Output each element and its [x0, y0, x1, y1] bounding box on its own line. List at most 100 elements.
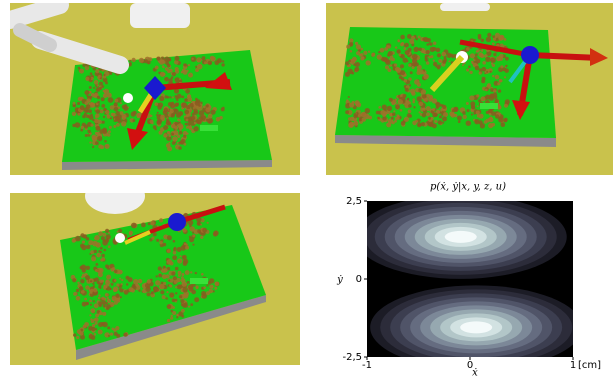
foliage: [75, 236, 81, 242]
foliage: [383, 57, 388, 62]
foliage: [86, 237, 89, 240]
foliage: [433, 42, 436, 45]
foliage: [475, 66, 480, 71]
foliage: [436, 102, 441, 107]
foliage: [169, 292, 174, 297]
foliage: [108, 232, 110, 234]
foliage: [469, 95, 474, 100]
foliage: [171, 133, 174, 136]
foliage: [89, 334, 94, 339]
foliage: [181, 273, 184, 276]
foliage: [155, 280, 160, 285]
foliage: [487, 33, 491, 37]
foliage: [99, 294, 101, 296]
foliage: [159, 218, 163, 222]
foliage: [163, 125, 168, 130]
foliage: [493, 89, 496, 92]
foliage: [428, 56, 431, 59]
foliage: [167, 64, 171, 68]
x-tick-label: -1: [362, 360, 372, 371]
foliage: [82, 302, 87, 307]
foliage: [90, 96, 92, 98]
foliage: [95, 322, 98, 325]
foliage: [176, 99, 178, 101]
foliage: [116, 114, 121, 119]
foliage: [466, 47, 470, 51]
foliage: [348, 64, 351, 67]
foliage: [175, 267, 179, 271]
foliage: [90, 280, 92, 282]
foliage: [141, 223, 146, 228]
foliage: [131, 58, 135, 62]
foliage: [397, 114, 400, 117]
foliage: [404, 47, 407, 50]
foliage: [383, 111, 388, 116]
foliage: [163, 73, 166, 76]
foliage: [504, 104, 508, 108]
foliage: [73, 292, 77, 296]
foliage: [466, 69, 469, 72]
foliage: [196, 57, 201, 62]
foliage: [94, 237, 96, 239]
foliage: [191, 116, 195, 120]
foliage: [100, 259, 103, 262]
foliage: [353, 121, 358, 126]
foliage: [488, 123, 493, 128]
foliage: [89, 86, 92, 89]
foliage: [109, 126, 112, 129]
foliage: [160, 290, 164, 294]
foliage: [80, 129, 83, 132]
foliage: [120, 296, 122, 298]
foliage: [470, 101, 475, 106]
foliage: [478, 36, 482, 40]
foliage: [105, 293, 109, 297]
foliage: [159, 131, 163, 135]
foliage: [492, 42, 495, 45]
foliage: [90, 72, 93, 75]
foliage: [482, 77, 486, 81]
foliage: [190, 303, 193, 306]
foliage: [183, 63, 185, 65]
foliage: [138, 290, 140, 292]
foliage: [477, 105, 479, 107]
foliage: [206, 284, 208, 286]
foliage: [453, 107, 458, 112]
foliage: [426, 94, 430, 98]
foliage: [174, 108, 177, 111]
foliage: [457, 116, 462, 121]
foliage: [172, 311, 176, 315]
foliage: [101, 104, 105, 108]
foliage: [476, 94, 479, 97]
foliage: [175, 95, 177, 97]
foliage: [131, 223, 137, 229]
foliage: [164, 108, 168, 112]
foliage: [93, 285, 95, 287]
foliage: [175, 286, 177, 288]
foliage: [365, 108, 370, 113]
foliage: [454, 114, 457, 117]
foliage: [172, 299, 176, 303]
foliage: [106, 234, 111, 239]
foliage: [111, 283, 114, 286]
foliage: [437, 53, 441, 57]
x-unit: [cm]: [578, 360, 601, 371]
foliage: [104, 285, 108, 289]
foliage: [200, 119, 203, 122]
foliage: [400, 43, 404, 47]
foliage: [94, 318, 97, 321]
foliage: [397, 117, 399, 119]
foliage: [471, 114, 473, 116]
foliage: [448, 60, 450, 62]
foliage: [173, 276, 177, 280]
foliage: [84, 298, 87, 301]
foliage: [181, 315, 184, 318]
foliage: [481, 50, 483, 52]
foliage: [103, 116, 105, 118]
foliage: [187, 281, 190, 284]
foliage: [185, 123, 188, 126]
foliage: [438, 59, 442, 63]
foliage: [200, 102, 202, 104]
foliage: [91, 256, 96, 261]
foliage: [121, 279, 123, 281]
foliage: [99, 87, 102, 90]
